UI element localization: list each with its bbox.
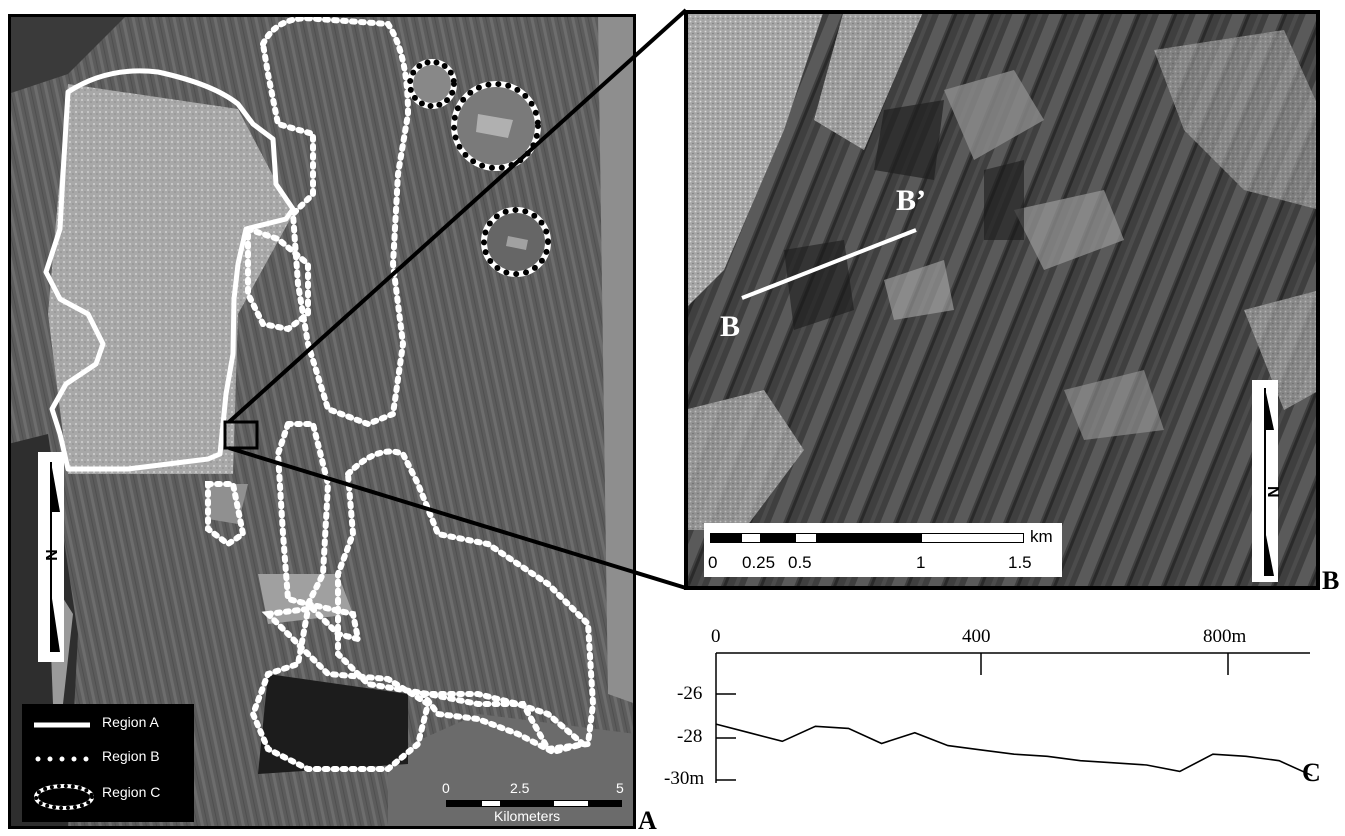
north-label-b: N [1264, 486, 1281, 498]
scale-tick-0-b: 0 [708, 553, 718, 572]
legend-item-region-c: Region C [22, 780, 194, 810]
north-arrow-a: N [38, 452, 64, 662]
scale-unit-b: km [1030, 527, 1053, 546]
x-label-400: 400 [962, 626, 991, 647]
scale-tick-1-b: 1 [916, 553, 926, 572]
scale-tick-0-a: 0 [442, 780, 450, 796]
depth-profile-chart [715, 652, 1313, 783]
depth-profile-line [715, 723, 1313, 777]
map-panel-b: N [684, 10, 1320, 590]
transect-line [741, 228, 917, 300]
map-legend: Region A Region B Region C [22, 704, 194, 822]
legend-item-region-b: Region B [22, 744, 194, 774]
y-label-26: -26 [677, 683, 703, 704]
legend-label-region-c: Region C [102, 784, 161, 800]
y-label-30: -30m [664, 768, 705, 789]
transect-label-start: B [720, 310, 741, 343]
panel-label-c: C [1302, 758, 1321, 787]
scale-tick-05-b: 0.5 [788, 553, 812, 572]
scale-tick-5-a: 5 [616, 780, 624, 796]
transect-label-end: B’ [896, 184, 926, 217]
scale-tick-15-b: 1.5 [1008, 553, 1032, 572]
x-label-0: 0 [711, 626, 721, 647]
legend-label-region-a: Region A [102, 714, 159, 730]
x-label-800: 800m [1203, 626, 1247, 647]
region-a-outline [43, 68, 296, 472]
inset-locator-box [223, 420, 259, 450]
scale-bar-a: 0 2.5 5 Kilometers [440, 780, 630, 826]
scale-tick-25-a: 2.5 [510, 780, 530, 796]
legend-item-region-a: Region A [22, 710, 194, 740]
scale-tick-025-b: 0.25 [742, 553, 776, 572]
panel-label-b: B [1322, 566, 1340, 595]
region-b-outlines [205, 15, 597, 772]
scale-unit-a: Kilometers [494, 808, 561, 824]
y-label-28: -28 [677, 726, 703, 747]
panel-label-a: A [638, 806, 657, 835]
north-arrow-b [1252, 380, 1278, 582]
legend-label-region-b: Region B [102, 748, 160, 764]
scale-bar-b: km 0 0.25 0.5 1 1.5 [704, 523, 1062, 577]
region-c-circles [407, 59, 551, 277]
